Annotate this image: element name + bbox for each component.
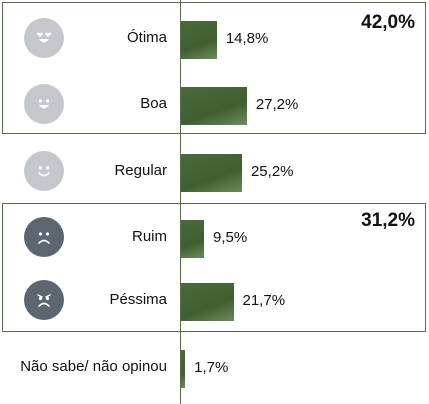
- bar: [181, 87, 247, 125]
- value-label: 9,5%: [212, 229, 248, 246]
- bar: [181, 350, 186, 388]
- positive-group-total: 42,0%: [361, 12, 415, 33]
- smiling-face-icon: [24, 84, 64, 124]
- category-label: Regular: [114, 162, 167, 179]
- negative-group-box: [2, 203, 426, 332]
- bar: [181, 283, 234, 321]
- slight-smile-face-icon: [24, 151, 64, 191]
- category-axis-line: [180, 0, 181, 404]
- category-label: Péssima: [109, 291, 167, 308]
- bar-row: Regular 25,2%: [0, 138, 429, 204]
- bar: [181, 154, 242, 192]
- value-label: 14,8%: [225, 30, 269, 47]
- bar: [181, 21, 217, 59]
- bar-row: Péssima 21,7%: [0, 267, 429, 333]
- frowning-face-icon: [24, 217, 64, 257]
- bar-row: Ruim 9,5%: [0, 204, 429, 270]
- category-label: Ótima: [126, 29, 167, 46]
- heart-eyes-face-icon: [24, 18, 64, 58]
- bar-row: Boa 27,2%: [0, 71, 429, 137]
- value-label: 25,2%: [250, 163, 294, 180]
- bar: [181, 220, 204, 258]
- value-label: 21,7%: [242, 292, 286, 309]
- positive-group-box: [2, 2, 426, 134]
- value-label: 27,2%: [255, 96, 299, 113]
- angry-face-icon: [24, 280, 64, 320]
- value-label: 1,7%: [194, 359, 229, 376]
- category-label: Ruim: [131, 228, 167, 245]
- bar-row: Ótima 14,8%: [0, 5, 429, 71]
- negative-group-total: 31,2%: [361, 210, 415, 231]
- category-label: Boa: [140, 95, 167, 112]
- bar-row: Não sabe/ não opinou 1,7%: [0, 334, 429, 400]
- category-label: Não sabe/ não opinou: [20, 358, 167, 375]
